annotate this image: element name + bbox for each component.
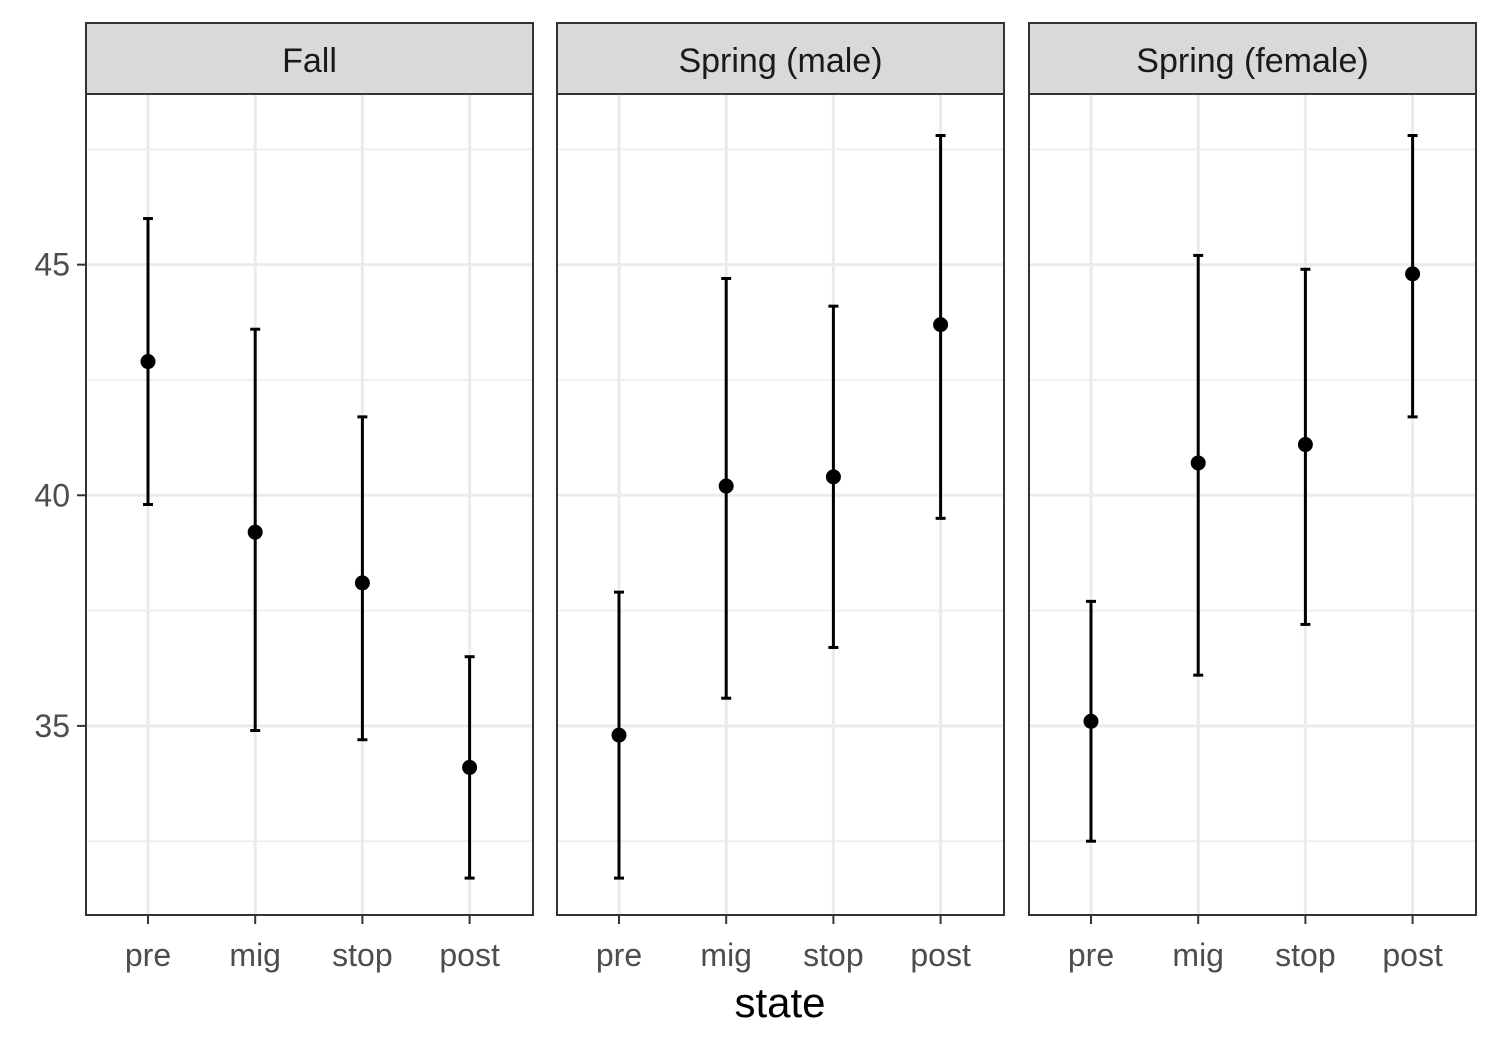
x-tick-label: stop	[332, 937, 392, 973]
facet-panel: Fall pre mig stop post	[85, 22, 534, 973]
x-tick-label: post	[1382, 937, 1443, 973]
x-tick-label: pre	[1068, 937, 1114, 973]
y-tick-label: 45	[34, 247, 70, 283]
data-point	[354, 575, 370, 591]
x-axis-title: state	[734, 979, 825, 1026]
x-tick-label: mig	[1172, 937, 1224, 973]
data-point	[718, 478, 734, 494]
y-tick-label: 40	[34, 477, 70, 513]
panel-background	[1029, 94, 1476, 915]
data-point	[140, 354, 156, 370]
data-point	[1083, 713, 1099, 729]
x-tick-label: post	[910, 937, 971, 973]
x-tick-label: post	[439, 937, 500, 973]
x-tick-label: mig	[229, 937, 281, 973]
data-point	[933, 317, 949, 333]
data-point	[462, 759, 478, 775]
data-point	[1405, 266, 1421, 282]
x-tick-label: pre	[125, 937, 171, 973]
y-tick-label: 35	[34, 708, 70, 744]
data-point	[825, 469, 841, 485]
panel-background	[86, 94, 533, 915]
panel-border	[556, 93, 1005, 916]
facet-panel: Spring (male) pre mig stop post	[556, 22, 1005, 973]
facet-strip	[556, 22, 1005, 95]
facet-panels: Fall pre mig stop post Spring (male) pre mig sto…	[85, 22, 1477, 973]
y-axis: 35 40 45	[34, 247, 86, 744]
panel-background	[557, 94, 1004, 915]
x-tick-label: pre	[596, 937, 642, 973]
facet-strip-label: Spring (female)	[1136, 42, 1368, 80]
panel-border	[85, 93, 534, 916]
data-point	[247, 524, 263, 540]
data-point	[1190, 455, 1206, 471]
x-tick-label: stop	[1275, 937, 1335, 973]
x-tick-label: stop	[803, 937, 863, 973]
x-tick-label: mig	[700, 937, 752, 973]
facet-strip	[85, 22, 534, 95]
data-point	[1297, 437, 1313, 453]
panel-border	[1028, 93, 1477, 916]
facet-strip-label: Spring (male)	[678, 42, 882, 80]
data-point	[611, 727, 627, 743]
facet-panel: Spring (female) pre mig stop post	[1028, 22, 1477, 973]
facet-strip-label: Fall	[282, 42, 337, 80]
